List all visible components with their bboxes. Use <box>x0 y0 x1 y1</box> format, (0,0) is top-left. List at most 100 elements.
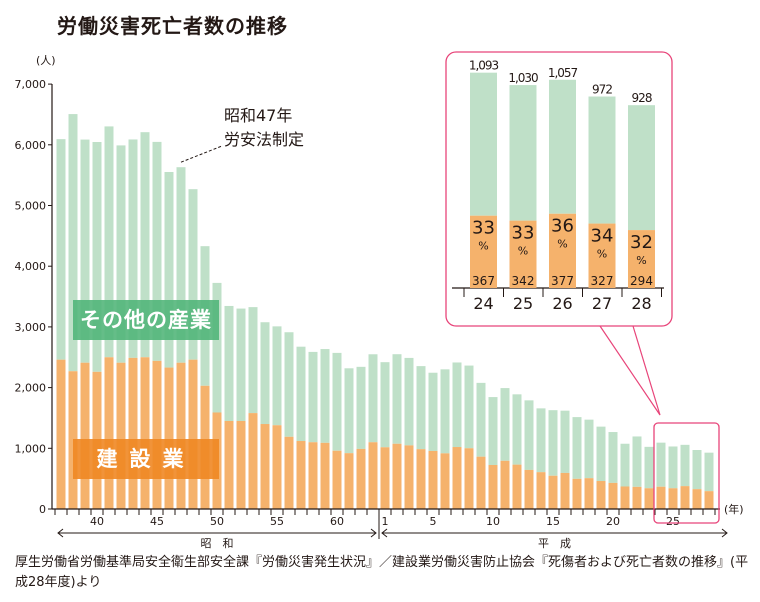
bar-construction <box>644 488 654 509</box>
bar-other-industries <box>344 368 354 454</box>
bar-other-industries <box>488 397 498 465</box>
bar-construction <box>668 488 678 509</box>
bar-other-industries <box>68 114 78 372</box>
inset-x-label: 26 <box>552 294 572 313</box>
bar-construction <box>632 486 642 509</box>
inset-construction-label: 327 <box>591 274 614 288</box>
y-tick-label: 1,000 <box>15 442 47 455</box>
bar-construction <box>476 456 486 509</box>
inset-bar-other-industries <box>588 96 616 224</box>
inset-x-label: 27 <box>592 294 612 313</box>
arrow-head-icon <box>57 528 377 538</box>
bar-construction <box>560 472 570 509</box>
x-tick-label: 15 <box>546 515 560 528</box>
bar-other-industries <box>56 139 66 360</box>
bar-construction <box>500 460 510 509</box>
bar-other-industries <box>152 141 162 361</box>
bar-other-industries <box>296 346 306 442</box>
bar-construction <box>224 420 234 509</box>
annotation-line-2: 労安法制定 <box>224 130 305 149</box>
bar-other-industries <box>692 449 702 490</box>
bar-construction <box>440 453 450 509</box>
bar-construction <box>524 469 534 509</box>
bar-construction <box>692 489 702 509</box>
bar-construction <box>620 486 630 509</box>
inset-bar-construction <box>628 230 655 288</box>
bar-construction <box>416 449 426 509</box>
legend-other-industries: その他の産業 <box>73 300 219 340</box>
bar-other-industries <box>608 432 618 483</box>
inset-total-label: 972 <box>592 83 612 97</box>
bar-other-industries <box>500 388 510 461</box>
legend-construction: 建設業 <box>73 439 219 479</box>
bar-other-industries <box>188 189 198 360</box>
bar-construction <box>680 486 690 509</box>
bar-construction <box>104 357 114 509</box>
bar-other-industries <box>704 452 714 492</box>
bar-construction <box>188 359 198 509</box>
highlight-box <box>653 422 720 524</box>
bar-other-industries <box>428 372 438 451</box>
bar-other-industries <box>116 145 126 363</box>
bar-other-industries <box>632 436 642 487</box>
bar-other-industries <box>416 366 426 450</box>
bar-construction <box>368 442 378 509</box>
bar-construction <box>596 481 606 509</box>
bar-other-industries <box>80 139 90 363</box>
y-tick-label: 3,000 <box>15 321 47 334</box>
x-axis-unit: (年) <box>724 502 744 516</box>
inset-share-label: 33 <box>512 223 535 244</box>
inset-bar-construction <box>509 220 537 288</box>
bar-construction <box>548 475 558 509</box>
bar-construction <box>164 367 174 509</box>
inset-total-label: 1,030 <box>508 71 538 85</box>
bar-construction <box>296 441 306 509</box>
bar-construction <box>488 464 498 509</box>
bar-other-industries <box>236 308 246 421</box>
bar-other-industries <box>644 446 654 489</box>
bar-construction <box>656 486 666 509</box>
bar-other-industries <box>248 307 258 414</box>
inset-bar-construction <box>470 215 497 288</box>
inset-construction-label: 342 <box>512 274 535 288</box>
y-tick-label: 6,000 <box>15 139 47 152</box>
inset-total-label: 928 <box>632 91 652 105</box>
bar-construction <box>320 442 330 509</box>
bar-construction <box>140 357 150 509</box>
inset-bar-other-industries <box>628 105 655 231</box>
inset-share-label: 33 <box>472 218 495 239</box>
inset-construction-label: 294 <box>630 274 653 288</box>
bar-construction <box>260 424 270 509</box>
inset-percent-sign: % <box>518 245 528 258</box>
bar-construction <box>128 357 138 509</box>
bar-other-industries <box>164 171 174 368</box>
bar-other-industries <box>404 357 414 446</box>
bar-other-industries <box>380 362 390 448</box>
x-tick-label: 5 <box>430 515 437 528</box>
bar-other-industries <box>440 369 450 454</box>
chart-title: 労働災害死亡者数の推移 <box>57 14 288 38</box>
annotation-leader <box>180 145 223 163</box>
bar-construction <box>464 448 474 509</box>
bar-construction <box>572 478 582 509</box>
x-tick-label: 25 <box>666 515 680 528</box>
bar-construction <box>248 413 258 509</box>
bar-other-industries <box>392 354 402 444</box>
bar-other-industries <box>332 352 342 451</box>
y-tick-label: 0 <box>39 503 46 516</box>
bar-other-industries <box>656 442 666 487</box>
bar-other-industries <box>560 410 570 473</box>
inset-construction-label: 377 <box>551 274 574 288</box>
bar-construction <box>236 420 246 509</box>
bar-other-industries <box>476 382 486 457</box>
bar-other-industries <box>452 362 462 448</box>
inset-share-label: 36 <box>551 216 574 237</box>
inset-construction-label: 367 <box>472 274 495 288</box>
bar-other-industries <box>512 394 522 465</box>
bar-construction <box>332 450 342 509</box>
y-axis-unit: (人) <box>36 54 56 67</box>
bar-construction <box>356 448 366 509</box>
bar-other-industries <box>620 443 630 487</box>
bar-construction <box>152 360 162 509</box>
bar-construction <box>704 491 714 509</box>
